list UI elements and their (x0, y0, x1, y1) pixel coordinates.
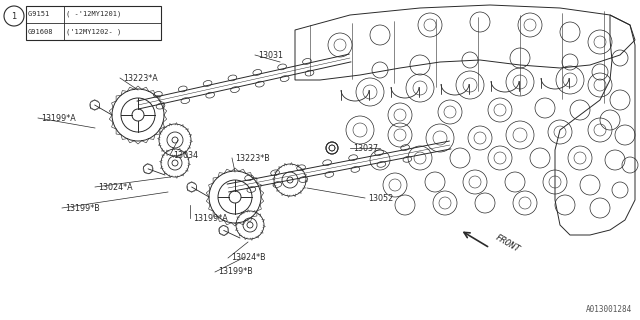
Text: 13024*A: 13024*A (98, 182, 132, 191)
Circle shape (4, 6, 24, 26)
Bar (26, 6, 161, 40)
Text: ( -'12MY1201): ( -'12MY1201) (66, 11, 121, 17)
Text: 1: 1 (12, 12, 17, 20)
Text: 13199*B: 13199*B (65, 204, 100, 212)
Text: 13199*A: 13199*A (41, 114, 76, 123)
Text: 13223*A: 13223*A (123, 74, 157, 83)
Text: A013001284: A013001284 (586, 305, 632, 314)
Text: G9151: G9151 (28, 11, 54, 17)
Text: 13199*B: 13199*B (218, 268, 253, 276)
Text: G91608: G91608 (28, 29, 54, 35)
Text: FRONT: FRONT (494, 233, 522, 255)
Text: 13199*A: 13199*A (193, 213, 228, 222)
Text: 13034: 13034 (173, 150, 198, 159)
Text: 13037: 13037 (353, 143, 378, 153)
Text: 13223*B: 13223*B (235, 154, 269, 163)
Text: 13024*B: 13024*B (231, 253, 266, 262)
Text: ('12MY1202- ): ('12MY1202- ) (66, 29, 121, 35)
Text: 13031: 13031 (258, 51, 283, 60)
Text: 13052: 13052 (368, 194, 393, 203)
